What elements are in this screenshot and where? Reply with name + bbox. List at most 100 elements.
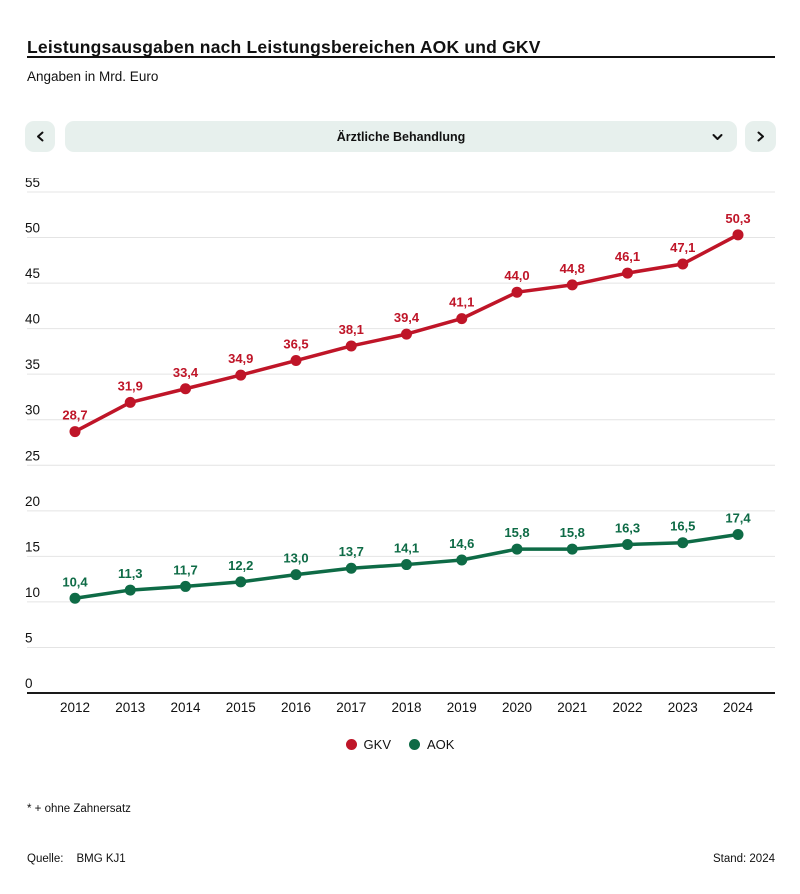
y-tick-label: 55 xyxy=(25,178,40,190)
aok-point xyxy=(290,569,302,581)
chevron-left-icon xyxy=(35,131,46,142)
aok-point-label: 14,6 xyxy=(449,536,474,551)
x-tick-label: 2020 xyxy=(502,700,532,715)
gkv-point-label: 31,9 xyxy=(118,378,143,393)
gkv-point-label: 28,7 xyxy=(62,408,87,423)
x-tick-label: 2012 xyxy=(60,700,90,715)
gkv-point-label: 44,8 xyxy=(560,261,585,276)
footer: Quelle: BMG KJ1 Stand: 2024 xyxy=(27,853,775,865)
chevron-right-icon xyxy=(755,131,766,142)
gkv-point-label: 38,1 xyxy=(339,322,364,337)
x-tick-label: 2016 xyxy=(281,700,311,715)
gkv-point xyxy=(124,396,136,408)
aok-point-label: 13,7 xyxy=(339,544,364,559)
gkv-point xyxy=(401,328,412,340)
y-tick-label: 40 xyxy=(25,312,40,327)
gkv-point-label: 46,1 xyxy=(615,249,640,264)
y-tick-label: 10 xyxy=(25,585,40,600)
y-tick-label: 50 xyxy=(25,221,40,236)
page-title: Leistungsausgaben nach Leistungsbereiche… xyxy=(27,36,541,57)
x-tick-label: 2019 xyxy=(447,700,477,715)
category-dropdown[interactable]: Ärztliche Behandlung xyxy=(65,121,737,152)
gkv-point xyxy=(180,383,191,395)
stand-info: Stand: 2024 xyxy=(712,853,775,865)
x-tick-label: 2024 xyxy=(723,700,754,715)
gkv-point xyxy=(69,426,81,438)
legend-item-aok: AOK xyxy=(409,737,454,752)
gkv-point-label: 50,3 xyxy=(725,211,750,226)
aok-point-label: 16,5 xyxy=(670,519,695,534)
aok-point xyxy=(345,562,357,574)
x-tick-label: 2013 xyxy=(115,700,145,715)
source-label: Quelle: xyxy=(27,853,64,865)
aok-point-label: 11,7 xyxy=(173,562,198,577)
source-value: BMG KJ1 xyxy=(76,853,126,865)
aok-point-label: 13,0 xyxy=(283,551,308,566)
gkv-point xyxy=(290,355,302,367)
gkv-point xyxy=(677,258,689,270)
aok-point-label: 16,3 xyxy=(615,521,640,536)
aok-point-label: 14,1 xyxy=(394,541,419,556)
aok-point-label: 12,2 xyxy=(228,558,253,573)
x-tick-label: 2022 xyxy=(612,700,642,715)
gkv-point xyxy=(456,313,468,325)
gkv-point-label: 36,5 xyxy=(283,337,308,352)
chart-subtitle: Angaben in Mrd. Euro xyxy=(27,69,159,84)
gkv-point-label: 33,4 xyxy=(173,365,199,380)
aok-point xyxy=(677,537,689,549)
gkv-point-label: 47,1 xyxy=(670,240,695,255)
footnote: * + ohne Zahnersatz xyxy=(27,803,131,815)
y-tick-label: 5 xyxy=(25,630,33,645)
gkv-point-label: 34,9 xyxy=(228,351,253,366)
aok-point xyxy=(401,559,412,571)
legend-item-gkv: GKV xyxy=(345,737,391,752)
gkv-point xyxy=(511,286,523,298)
x-tick-label: 2017 xyxy=(336,700,366,715)
title-divider xyxy=(27,56,775,58)
aok-point xyxy=(622,539,633,551)
gkv-point-label: 44,0 xyxy=(504,268,529,283)
aok-point xyxy=(180,580,191,592)
aok-point-label: 15,8 xyxy=(560,525,585,540)
gkv-point xyxy=(345,340,357,352)
aok-point xyxy=(69,592,81,604)
aok-point-label: 17,4 xyxy=(725,511,751,526)
gkv-point xyxy=(622,267,633,279)
gkv-point-label: 41,1 xyxy=(449,295,474,310)
legend-label-gkv: GKV xyxy=(363,737,391,752)
y-tick-label: 30 xyxy=(25,403,40,418)
aok-point-label: 10,4 xyxy=(62,574,88,589)
aok-point xyxy=(124,584,136,596)
next-category-button[interactable] xyxy=(745,121,776,152)
aok-point xyxy=(235,576,247,588)
y-tick-label: 15 xyxy=(25,539,40,554)
x-tick-label: 2023 xyxy=(668,700,698,715)
chart-legend: GKV AOK xyxy=(0,737,800,752)
aok-dot-icon xyxy=(409,739,420,750)
category-dropdown-value: Ärztliche Behandlung xyxy=(336,129,466,144)
y-tick-label: 20 xyxy=(25,494,40,509)
source-info: Quelle: BMG KJ1 xyxy=(27,853,126,865)
x-tick-label: 2015 xyxy=(226,700,256,715)
gkv-point xyxy=(566,279,578,291)
y-tick-label: 25 xyxy=(25,448,40,463)
y-tick-label: 45 xyxy=(25,266,40,281)
gkv-dot-icon xyxy=(345,739,357,750)
gkv-point xyxy=(235,369,247,381)
aok-point xyxy=(732,529,744,541)
chevron-down-icon xyxy=(711,130,724,143)
y-tick-label: 0 xyxy=(25,676,33,691)
aok-point xyxy=(511,543,523,555)
aok-point xyxy=(566,543,578,555)
aok-point-label: 11,3 xyxy=(118,566,143,581)
x-tick-label: 2014 xyxy=(170,700,201,715)
prev-category-button[interactable] xyxy=(25,121,55,152)
aok-point-label: 15,8 xyxy=(504,525,529,540)
gkv-point-label: 39,4 xyxy=(394,310,420,325)
x-tick-label: 2018 xyxy=(391,700,421,715)
x-tick-label: 2021 xyxy=(557,700,587,715)
legend-label-aok: AOK xyxy=(427,737,455,752)
aok-point xyxy=(456,554,468,566)
